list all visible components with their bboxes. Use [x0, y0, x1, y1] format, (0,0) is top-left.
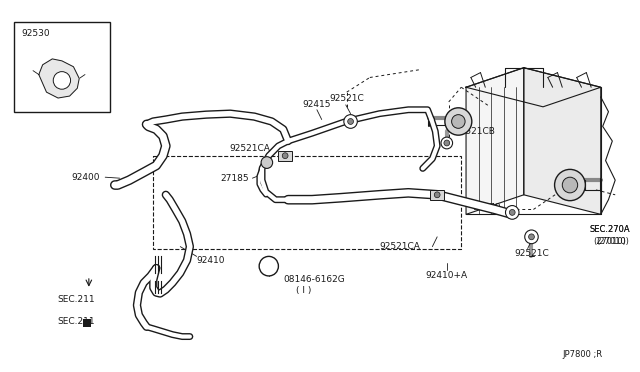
Circle shape — [563, 177, 578, 193]
Text: 92410: 92410 — [196, 256, 225, 265]
Text: 92521CA: 92521CA — [229, 144, 270, 153]
Polygon shape — [39, 59, 79, 98]
Text: SEC.270A: SEC.270A — [589, 225, 630, 234]
Text: 92521CA: 92521CA — [380, 242, 420, 251]
Circle shape — [441, 137, 452, 149]
Circle shape — [282, 153, 288, 158]
Circle shape — [261, 157, 273, 169]
Bar — [278, 151, 292, 161]
Bar — [431, 190, 444, 200]
Text: (27010): (27010) — [593, 237, 626, 246]
Circle shape — [445, 108, 472, 135]
Bar — [83, 319, 91, 327]
Text: SEC.211: SEC.211 — [57, 295, 95, 304]
Text: 92521C: 92521C — [330, 93, 364, 103]
Text: 27185: 27185 — [221, 174, 250, 183]
Circle shape — [555, 169, 586, 201]
Circle shape — [525, 230, 538, 244]
Circle shape — [444, 140, 450, 146]
Text: 92570: 92570 — [473, 203, 501, 212]
Circle shape — [452, 115, 465, 128]
Text: 92521C: 92521C — [514, 249, 549, 258]
Bar — [14, 22, 110, 112]
Bar — [154, 156, 461, 248]
Circle shape — [435, 192, 440, 198]
Circle shape — [529, 234, 534, 240]
Polygon shape — [466, 68, 524, 214]
Text: ( I ): ( I ) — [296, 286, 311, 295]
Text: 92521CB: 92521CB — [454, 127, 495, 136]
Text: JP7800 ;R: JP7800 ;R — [563, 350, 602, 359]
Circle shape — [344, 115, 357, 128]
Text: SEC.211: SEC.211 — [57, 317, 95, 326]
Circle shape — [506, 206, 519, 219]
Circle shape — [259, 256, 278, 276]
Polygon shape — [466, 68, 601, 107]
Text: (27010): (27010) — [596, 237, 629, 246]
Text: 92400: 92400 — [72, 173, 100, 182]
Circle shape — [509, 209, 515, 215]
Circle shape — [348, 119, 353, 124]
Polygon shape — [524, 68, 601, 214]
Text: 92530: 92530 — [22, 29, 50, 38]
Text: SEC.270A: SEC.270A — [589, 225, 630, 234]
Text: 92410+A: 92410+A — [426, 272, 468, 280]
Text: B: B — [266, 262, 272, 271]
Circle shape — [53, 72, 70, 89]
Text: 92415: 92415 — [303, 100, 331, 109]
Text: 08146-6162G: 08146-6162G — [284, 275, 345, 284]
